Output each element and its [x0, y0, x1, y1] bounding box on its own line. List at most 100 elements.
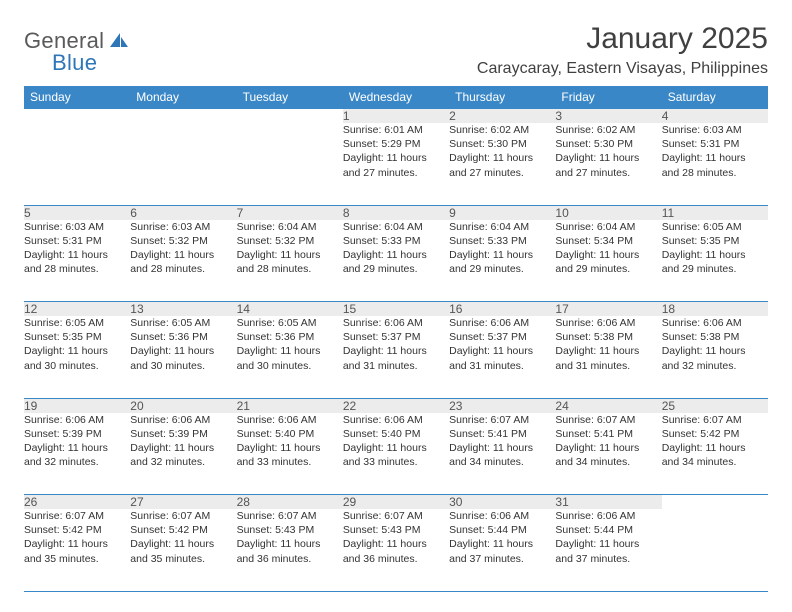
- day-cell: Sunrise: 6:05 AMSunset: 5:36 PMDaylight:…: [237, 316, 343, 398]
- sunrise-line: Sunrise: 6:07 AM: [130, 509, 236, 523]
- daylight-line-1: Daylight: 11 hours: [449, 248, 555, 262]
- day-number: 24: [555, 398, 661, 413]
- day-number: 5: [24, 205, 130, 220]
- sunset-line: Sunset: 5:35 PM: [24, 330, 130, 344]
- daylight-line-1: Daylight: 11 hours: [237, 248, 343, 262]
- sunrise-line: Sunrise: 6:05 AM: [130, 316, 236, 330]
- daylight-line-2: and 33 minutes.: [237, 455, 343, 469]
- sunrise-line: Sunrise: 6:07 AM: [449, 413, 555, 427]
- day-cell: Sunrise: 6:07 AMSunset: 5:41 PMDaylight:…: [449, 413, 555, 495]
- day-number: 1: [343, 109, 449, 123]
- sunrise-line: Sunrise: 6:01 AM: [343, 123, 449, 137]
- daylight-line-1: Daylight: 11 hours: [449, 344, 555, 358]
- day-cell: Sunrise: 6:07 AMSunset: 5:42 PMDaylight:…: [24, 509, 130, 591]
- weekday-monday: Monday: [130, 86, 236, 109]
- day-number: 18: [662, 302, 768, 317]
- day-cell: Sunrise: 6:04 AMSunset: 5:33 PMDaylight:…: [343, 220, 449, 302]
- day-number: 20: [130, 398, 236, 413]
- day-number: 10: [555, 205, 661, 220]
- day-number: 2: [449, 109, 555, 123]
- sunrise-line: Sunrise: 6:02 AM: [449, 123, 555, 137]
- day-number: 30: [449, 495, 555, 510]
- day-number: 13: [130, 302, 236, 317]
- daylight-line-1: Daylight: 11 hours: [24, 248, 130, 262]
- day-number: 15: [343, 302, 449, 317]
- sunrise-line: Sunrise: 6:03 AM: [662, 123, 768, 137]
- sunrise-line: Sunrise: 6:06 AM: [449, 509, 555, 523]
- sunset-line: Sunset: 5:37 PM: [449, 330, 555, 344]
- day-cell: Sunrise: 6:06 AMSunset: 5:37 PMDaylight:…: [449, 316, 555, 398]
- sunrise-line: Sunrise: 6:03 AM: [130, 220, 236, 234]
- day-number: 7: [237, 205, 343, 220]
- empty-cell: [24, 123, 130, 205]
- day-cell: Sunrise: 6:06 AMSunset: 5:38 PMDaylight:…: [555, 316, 661, 398]
- daylight-line-1: Daylight: 11 hours: [24, 344, 130, 358]
- day-cell: Sunrise: 6:03 AMSunset: 5:31 PMDaylight:…: [24, 220, 130, 302]
- sunrise-line: Sunrise: 6:04 AM: [449, 220, 555, 234]
- sunrise-line: Sunrise: 6:06 AM: [24, 413, 130, 427]
- day-cell: Sunrise: 6:06 AMSunset: 5:40 PMDaylight:…: [237, 413, 343, 495]
- daylight-line-2: and 31 minutes.: [555, 359, 661, 373]
- sunrise-line: Sunrise: 6:03 AM: [24, 220, 130, 234]
- daylight-line-2: and 31 minutes.: [343, 359, 449, 373]
- daynum-row: 1234: [24, 109, 768, 123]
- calendar-body: 1234Sunrise: 6:01 AMSunset: 5:29 PMDayli…: [24, 109, 768, 591]
- sunrise-line: Sunrise: 6:07 AM: [555, 413, 661, 427]
- sunset-line: Sunset: 5:35 PM: [662, 234, 768, 248]
- daylight-line-2: and 30 minutes.: [130, 359, 236, 373]
- day-cell: Sunrise: 6:03 AMSunset: 5:32 PMDaylight:…: [130, 220, 236, 302]
- day-number: 8: [343, 205, 449, 220]
- daylight-line-2: and 34 minutes.: [662, 455, 768, 469]
- sunset-line: Sunset: 5:34 PM: [555, 234, 661, 248]
- sunset-line: Sunset: 5:40 PM: [237, 427, 343, 441]
- weekday-row: Sunday Monday Tuesday Wednesday Thursday…: [24, 86, 768, 109]
- daylight-line-2: and 30 minutes.: [24, 359, 130, 373]
- daylight-line-2: and 37 minutes.: [449, 552, 555, 566]
- day-number: 6: [130, 205, 236, 220]
- daylight-line-1: Daylight: 11 hours: [24, 441, 130, 455]
- daylight-line-2: and 32 minutes.: [24, 455, 130, 469]
- daylight-line-2: and 32 minutes.: [662, 359, 768, 373]
- calendar-table: Sunday Monday Tuesday Wednesday Thursday…: [24, 86, 768, 592]
- sunset-line: Sunset: 5:42 PM: [130, 523, 236, 537]
- daylight-line-1: Daylight: 11 hours: [343, 441, 449, 455]
- daylight-line-1: Daylight: 11 hours: [662, 441, 768, 455]
- daylight-line-2: and 29 minutes.: [449, 262, 555, 276]
- daylight-line-2: and 37 minutes.: [555, 552, 661, 566]
- content-row: Sunrise: 6:01 AMSunset: 5:29 PMDaylight:…: [24, 123, 768, 205]
- daynum-row: 567891011: [24, 205, 768, 220]
- day-cell: Sunrise: 6:06 AMSunset: 5:44 PMDaylight:…: [449, 509, 555, 591]
- logo: General Blue: [24, 28, 129, 54]
- daylight-line-1: Daylight: 11 hours: [237, 441, 343, 455]
- sunrise-line: Sunrise: 6:06 AM: [555, 509, 661, 523]
- day-cell: Sunrise: 6:07 AMSunset: 5:43 PMDaylight:…: [343, 509, 449, 591]
- daylight-line-1: Daylight: 11 hours: [130, 248, 236, 262]
- sunset-line: Sunset: 5:36 PM: [237, 330, 343, 344]
- daylight-line-2: and 31 minutes.: [449, 359, 555, 373]
- daylight-line-2: and 33 minutes.: [343, 455, 449, 469]
- daylight-line-1: Daylight: 11 hours: [130, 537, 236, 551]
- empty-day: [24, 109, 130, 123]
- day-cell: Sunrise: 6:07 AMSunset: 5:42 PMDaylight:…: [662, 413, 768, 495]
- day-cell: Sunrise: 6:01 AMSunset: 5:29 PMDaylight:…: [343, 123, 449, 205]
- sunset-line: Sunset: 5:39 PM: [130, 427, 236, 441]
- daylight-line-1: Daylight: 11 hours: [662, 248, 768, 262]
- sunrise-line: Sunrise: 6:06 AM: [343, 413, 449, 427]
- daylight-line-2: and 36 minutes.: [237, 552, 343, 566]
- day-cell: Sunrise: 6:03 AMSunset: 5:31 PMDaylight:…: [662, 123, 768, 205]
- day-cell: Sunrise: 6:07 AMSunset: 5:41 PMDaylight:…: [555, 413, 661, 495]
- day-cell: Sunrise: 6:07 AMSunset: 5:43 PMDaylight:…: [237, 509, 343, 591]
- day-cell: Sunrise: 6:06 AMSunset: 5:40 PMDaylight:…: [343, 413, 449, 495]
- day-cell: Sunrise: 6:06 AMSunset: 5:37 PMDaylight:…: [343, 316, 449, 398]
- day-cell: Sunrise: 6:06 AMSunset: 5:44 PMDaylight:…: [555, 509, 661, 591]
- weekday-thursday: Thursday: [449, 86, 555, 109]
- daylight-line-1: Daylight: 11 hours: [555, 344, 661, 358]
- daylight-line-2: and 28 minutes.: [662, 166, 768, 180]
- empty-day: [237, 109, 343, 123]
- daylight-line-2: and 35 minutes.: [24, 552, 130, 566]
- daylight-line-1: Daylight: 11 hours: [343, 344, 449, 358]
- sunset-line: Sunset: 5:44 PM: [449, 523, 555, 537]
- sunset-line: Sunset: 5:32 PM: [237, 234, 343, 248]
- sunrise-line: Sunrise: 6:02 AM: [555, 123, 661, 137]
- sunrise-line: Sunrise: 6:07 AM: [343, 509, 449, 523]
